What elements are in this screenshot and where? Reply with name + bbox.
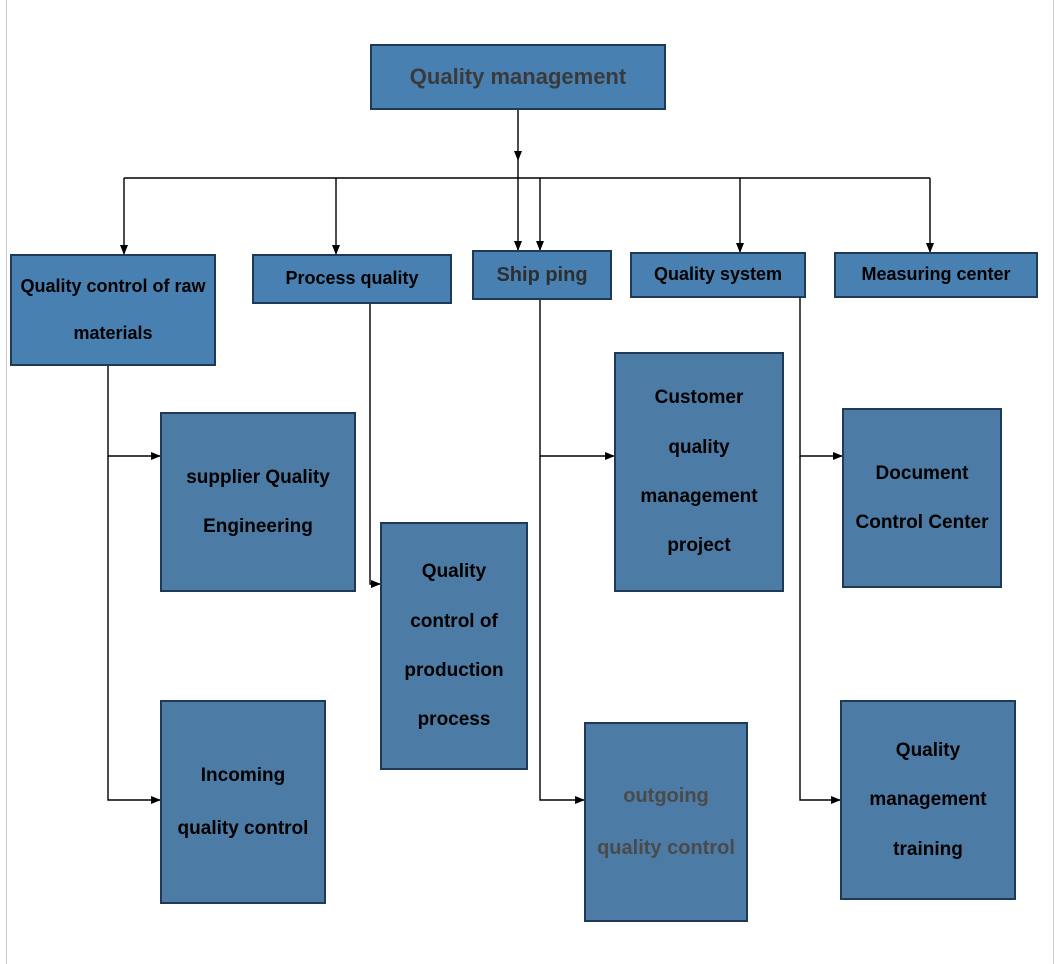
node-incoming-quality-control: Incoming quality control	[160, 700, 326, 904]
node-quality-control-production-process: Quality control of production process	[380, 522, 528, 770]
node-quality-system: Quality system	[630, 252, 806, 298]
node-outgoing-quality-control: outgoing quality control	[584, 722, 748, 922]
node-shipping: Ship ping	[472, 250, 612, 300]
node-quality-management-training: Quality management training	[840, 700, 1016, 900]
node-label: Quality system	[654, 264, 782, 286]
node-label: Ship ping	[496, 263, 587, 287]
node-process-quality: Process quality	[252, 254, 452, 304]
node-label: Quality management training	[850, 726, 1006, 874]
node-label: Measuring center	[861, 264, 1010, 286]
node-customer-quality-management-project: Customer quality management project	[614, 352, 784, 592]
node-label: Customer quality management project	[624, 373, 774, 571]
node-label: outgoing quality control	[594, 770, 738, 874]
node-label: Quality control of raw materials	[20, 263, 206, 357]
node-supplier-quality-engineering: supplier Quality Engineering	[160, 412, 356, 592]
node-measuring-center: Measuring center	[834, 252, 1038, 298]
node-label: Quality control of production process	[390, 547, 518, 745]
node-quality-management: Quality management	[370, 44, 666, 110]
node-label: Quality management	[410, 64, 626, 90]
node-quality-control-raw-materials: Quality control of raw materials	[10, 254, 216, 366]
node-label: supplier Quality Engineering	[170, 453, 346, 552]
node-label: Incoming quality control	[170, 749, 316, 855]
node-label: Document Control Center	[852, 449, 992, 548]
node-label: Process quality	[285, 268, 418, 290]
node-document-control-center: Document Control Center	[842, 408, 1002, 588]
